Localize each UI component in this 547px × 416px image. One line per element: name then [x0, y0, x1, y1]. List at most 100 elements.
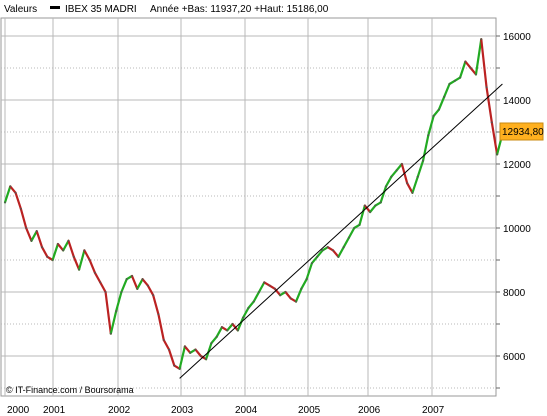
price-point [157, 313, 160, 316]
price-point [88, 259, 91, 261]
price-segment [183, 345, 192, 354]
price-point [51, 259, 54, 261]
price-point [273, 287, 276, 290]
price-point [189, 351, 192, 354]
price-segment [480, 38, 488, 89]
price-segment [146, 284, 155, 297]
price-segment [210, 335, 218, 345]
price-segment [19, 207, 28, 230]
price-point [485, 86, 488, 89]
price-point [475, 73, 477, 76]
price-point [332, 249, 334, 252]
price-point [247, 307, 250, 309]
price-point [67, 239, 70, 242]
price-point [379, 201, 382, 204]
last-price-marker: 12934,80 [499, 122, 544, 141]
plot-area [0, 17, 497, 397]
price-point [342, 246, 345, 249]
price-point [321, 249, 324, 252]
price-segment [178, 345, 187, 370]
price-segment [358, 204, 366, 226]
price-segment [242, 306, 250, 319]
price-segment [310, 255, 319, 265]
price-point [411, 191, 414, 194]
price-point [109, 332, 112, 335]
price-segment [257, 281, 266, 294]
price-point [263, 281, 266, 284]
price-point [215, 335, 218, 338]
price-segment [252, 290, 261, 303]
price-point [268, 284, 271, 287]
price-point [173, 364, 176, 367]
price-point [337, 255, 340, 258]
price-segment [474, 38, 483, 76]
price-segment [236, 316, 245, 332]
price-point [369, 211, 372, 213]
price-point [252, 300, 255, 303]
price-point [205, 358, 207, 361]
price-point [99, 281, 102, 284]
price-point [242, 316, 245, 319]
price-point [490, 121, 493, 124]
price-point [4, 201, 6, 204]
price-segment [130, 274, 139, 290]
price-segment [406, 182, 414, 194]
price-segment [427, 114, 435, 137]
price-point [358, 223, 361, 226]
price-segment [56, 242, 65, 252]
price-segment [443, 82, 451, 98]
price-point [443, 95, 446, 98]
y-tick-label: 14000 [503, 96, 531, 107]
price-point [115, 310, 118, 313]
price-point [348, 236, 350, 239]
price-point [162, 339, 165, 341]
price-point [141, 278, 144, 281]
price-segment [120, 278, 128, 294]
price-point [438, 108, 440, 111]
price-segment [347, 226, 356, 239]
price-point [136, 287, 139, 290]
price-segment [411, 175, 419, 194]
price-point [427, 134, 430, 137]
price-point [184, 345, 186, 348]
price-point [496, 153, 499, 156]
price-segment [152, 294, 160, 316]
chart-header: Valeurs IBEX 35 MADRI Année +Bas: 11937,… [4, 4, 329, 15]
price-segment [167, 348, 176, 367]
price-segment [305, 262, 314, 281]
x-tick-label: 2005 [298, 405, 321, 416]
price-segment [93, 271, 102, 284]
price-point [464, 60, 467, 63]
price-segment [284, 290, 292, 300]
price-point [35, 230, 38, 233]
x-tick-label: 2002 [108, 405, 131, 416]
price-segment [273, 287, 282, 297]
price-segment [226, 322, 234, 332]
grid-lines [1, 18, 496, 396]
y-tick-label: 6000 [503, 352, 526, 363]
price-point [104, 291, 107, 293]
price-segment [40, 246, 49, 258]
price-point [41, 246, 43, 249]
price-point [258, 291, 260, 293]
price-segment [490, 121, 499, 156]
price-point [19, 207, 22, 210]
price-point [125, 278, 128, 281]
price-point [295, 300, 297, 303]
price-segment [25, 226, 33, 242]
price-point [14, 191, 17, 194]
price-segment [99, 281, 107, 294]
price-point [374, 204, 377, 207]
price-segment [464, 60, 472, 70]
price-point [131, 275, 133, 277]
price-point [94, 271, 96, 274]
price-segment [157, 313, 165, 342]
last-price-label: 12934,80 [502, 127, 544, 138]
price-segment [88, 258, 97, 274]
x-tick-label: 2007 [422, 405, 445, 416]
price-segment [109, 310, 118, 335]
trendline [179, 83, 503, 379]
price-segment [458, 60, 467, 79]
price-segment [342, 236, 351, 249]
